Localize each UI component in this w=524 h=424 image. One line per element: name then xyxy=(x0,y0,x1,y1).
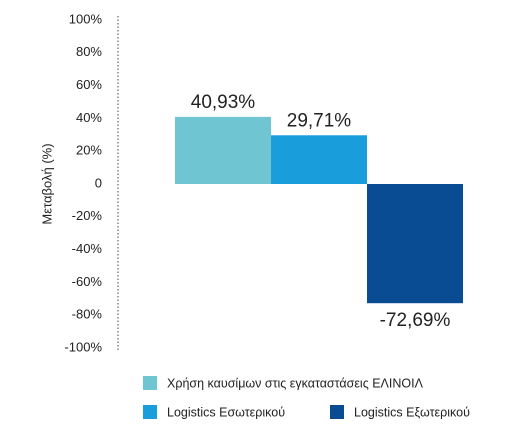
legend-label: Logistics Εσωτερικού xyxy=(167,405,285,419)
legend-label: Logistics Εξωτερικού xyxy=(354,405,470,419)
bar xyxy=(271,135,367,184)
legend-label: Χρήση καυσίμων στις εγκαταστάσεις ΕΛΙΝΟΙ… xyxy=(167,376,424,390)
y-tick-label: 60% xyxy=(76,77,102,92)
y-tick-label: -80% xyxy=(72,307,103,322)
legend-swatch xyxy=(143,405,157,419)
y-tick-label: 80% xyxy=(76,44,102,59)
y-tick-label: -60% xyxy=(72,274,103,289)
y-tick-label: 40% xyxy=(76,110,102,125)
bar xyxy=(175,116,271,184)
legend-swatch xyxy=(143,376,157,390)
legend-swatch xyxy=(330,405,344,419)
y-tick-label: -20% xyxy=(72,208,103,223)
y-tick-label: 100% xyxy=(69,11,103,26)
value-label: -72,69% xyxy=(380,310,451,331)
y-tick-label: -100% xyxy=(64,339,102,354)
value-label: 40,93% xyxy=(191,92,256,113)
value-label: 29,71% xyxy=(287,110,352,131)
y-axis-label: Μεταβολή (%) xyxy=(39,143,54,224)
y-tick-label: 0 xyxy=(95,175,102,190)
y-tick-label: -40% xyxy=(72,241,103,256)
bar xyxy=(367,184,463,304)
y-tick-label: 20% xyxy=(76,143,102,158)
